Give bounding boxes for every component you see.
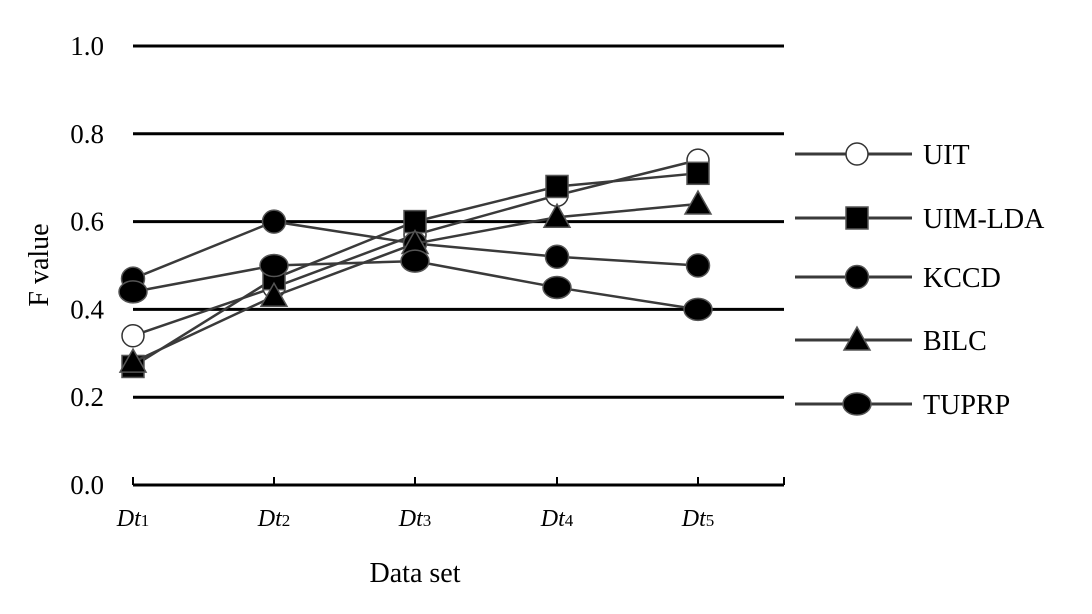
series-layer bbox=[118, 148, 713, 379]
data-point-tuprp bbox=[683, 297, 713, 322]
legend-marker-tuprp bbox=[842, 392, 872, 416]
data-point-uit bbox=[121, 323, 145, 348]
data-point-kccd bbox=[544, 244, 570, 269]
series-tuprp bbox=[118, 249, 713, 322]
series-bilc bbox=[118, 189, 713, 373]
data-point-bilc bbox=[683, 189, 713, 215]
x-tick-label: Dt5 bbox=[681, 506, 715, 532]
y-tick-label: 0.8 bbox=[70, 119, 104, 149]
x-tick-label: Dt1 bbox=[116, 506, 150, 532]
data-point-kccd bbox=[261, 209, 287, 234]
legend-label-tuprp: TUPRP bbox=[923, 390, 1010, 421]
x-tick-label: Dt4 bbox=[540, 506, 574, 532]
legend-label-uit: UIT bbox=[923, 140, 970, 171]
legend-item-bilc: BILC bbox=[795, 325, 987, 357]
x-axis: Dt1 Dt2 Dt3 Dt4 Dt5 bbox=[116, 477, 785, 532]
data-point-bilc bbox=[118, 347, 148, 373]
y-tick-label: 1.0 bbox=[70, 31, 104, 61]
data-point-uim-lda bbox=[686, 161, 710, 186]
legend-marker-bilc bbox=[842, 325, 872, 351]
y-tick-label: 0.0 bbox=[70, 470, 104, 500]
data-point-tuprp bbox=[118, 280, 148, 304]
y-tick-label: 0.6 bbox=[70, 207, 104, 237]
legend-item-uit: UIT bbox=[795, 140, 970, 171]
data-point-bilc bbox=[259, 281, 289, 307]
data-point-kccd bbox=[685, 253, 711, 278]
x-axis-title: Data set bbox=[370, 558, 461, 589]
data-point-tuprp bbox=[542, 275, 572, 300]
data-point-tuprp bbox=[259, 253, 289, 278]
legend-item-tuprp: TUPRP bbox=[795, 390, 1010, 421]
legend-item-kccd: KCCD bbox=[795, 263, 1001, 294]
legend-marker-uim-lda bbox=[845, 206, 869, 230]
data-point-bilc bbox=[542, 202, 572, 228]
legend-label-kccd: KCCD bbox=[923, 263, 1001, 294]
legend-item-uim-lda: UIM-LDA bbox=[795, 204, 1045, 235]
data-point-tuprp bbox=[400, 249, 430, 273]
y-tick-label: 0.4 bbox=[70, 294, 104, 324]
y-tick-label: 0.2 bbox=[70, 382, 104, 412]
data-point-uim-lda bbox=[545, 174, 569, 199]
y-axis-title: F value bbox=[24, 223, 55, 306]
x-tick-label: Dt2 bbox=[257, 506, 291, 532]
x-tick-label: Dt3 bbox=[398, 506, 432, 532]
legend-marker-uit bbox=[845, 142, 869, 166]
legend-marker-kccd bbox=[844, 264, 870, 290]
legend-label-uim-lda: UIM-LDA bbox=[923, 204, 1045, 235]
legend-label-bilc: BILC bbox=[923, 326, 987, 357]
legend: UIT UIM-LDA KCCD BILC TUPRP bbox=[795, 140, 1045, 421]
